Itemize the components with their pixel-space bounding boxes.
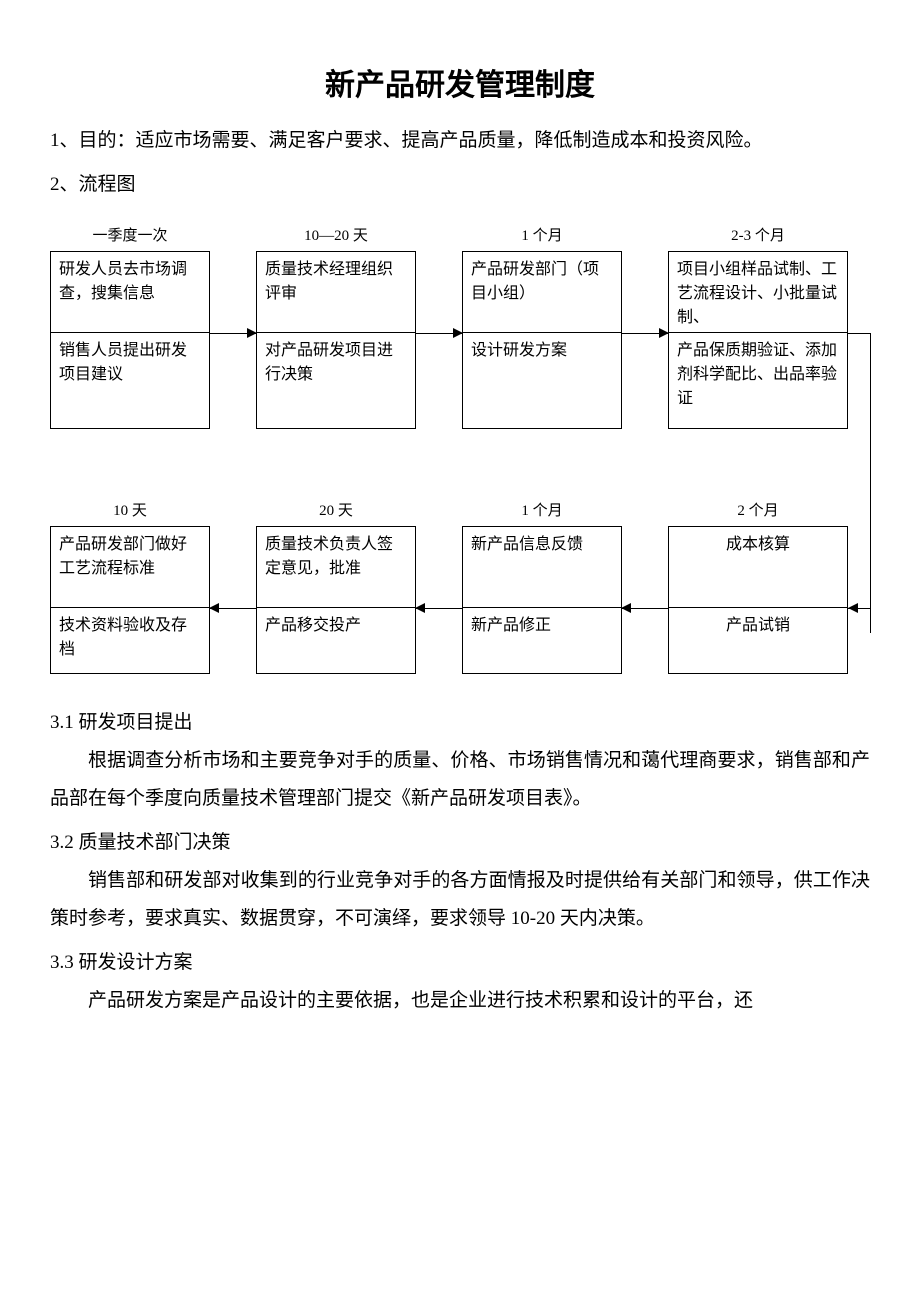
section-3-3-body: 产品研发方案是产品设计的主要依据，也是企业进行技术积累和设计的平台，还 xyxy=(50,982,870,1020)
timing-1-4: 2-3 个月 xyxy=(668,224,848,251)
paragraph-flowchart-label: 2、流程图 xyxy=(50,166,870,204)
page-title: 新产品研发管理制度 xyxy=(50,60,870,104)
section-3-1-head: 3.1 研发项目提出 xyxy=(50,704,870,742)
section-3-2-head: 3.2 质量技术部门决策 xyxy=(50,824,870,862)
timing-2-3: 1 个月 xyxy=(462,499,622,526)
flowchart: 一季度一次 10—20 天 1 个月 2-3 个月 研发人员去市场调查，搜集信息… xyxy=(50,224,870,674)
timing-2-4: 2 个月 xyxy=(668,499,848,526)
flow-row2: 产品研发部门做好工艺流程标准 技术资料验收及存档 质量技术负责人签定意见，批准 … xyxy=(50,526,870,674)
timing-1-3: 1 个月 xyxy=(462,224,622,251)
timing-2-1: 10 天 xyxy=(50,499,210,526)
flow-wrap-connector xyxy=(50,251,870,429)
flow-row1: 研发人员去市场调查，搜集信息 销售人员提出研发项目建议 质量技术经理组织评审 对… xyxy=(50,251,870,429)
flow-row2-timings: 10 天 20 天 1 个月 2 个月 xyxy=(50,499,870,526)
section-3-3-head: 3.3 研发设计方案 xyxy=(50,944,870,982)
flow-wrap-connector-2 xyxy=(50,526,870,674)
timing-2-2: 20 天 xyxy=(256,499,416,526)
section-3-1-body: 根据调查分析市场和主要竞争对手的质量、价格、市场销售情况和蔼代理商要求，销售部和… xyxy=(50,742,870,818)
flow-row1-timings: 一季度一次 10—20 天 1 个月 2-3 个月 xyxy=(50,224,870,251)
timing-1-1: 一季度一次 xyxy=(50,224,210,251)
paragraph-purpose: 1、目的：适应市场需要、满足客户要求、提高产品质量，降低制造成本和投资风险。 xyxy=(50,122,870,160)
section-3-2-body: 销售部和研发部对收集到的行业竞争对手的各方面情报及时提供给有关部门和领导，供工作… xyxy=(50,862,870,938)
timing-1-2: 10—20 天 xyxy=(256,224,416,251)
